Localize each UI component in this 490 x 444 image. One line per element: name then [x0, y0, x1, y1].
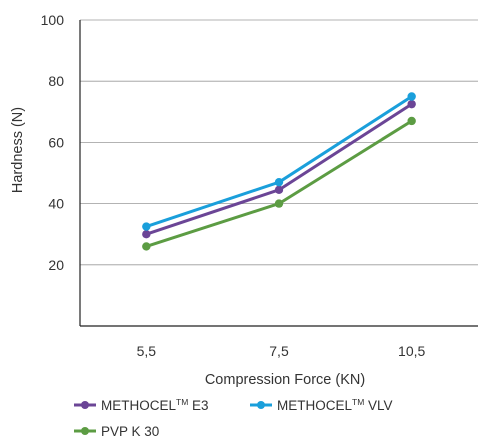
legend-label: PVP K 30 [101, 424, 159, 439]
legend-swatch-marker [257, 401, 265, 409]
data-point [142, 222, 151, 231]
series-2 [142, 92, 416, 231]
y-tick-labels: 20 40 60 80 100 [41, 12, 65, 273]
series-1 [142, 99, 416, 239]
x-tick-labels: 5,5 7,5 10,5 [137, 343, 426, 359]
y-tick-label: 40 [48, 196, 64, 212]
legend-label: METHOCELTM VLV [277, 397, 393, 413]
data-point [407, 99, 416, 109]
legend-label: METHOCELTM E3 [101, 397, 209, 413]
legend-item: PVP K 30 [74, 424, 159, 439]
y-axis-title: Hardness (N) [10, 107, 26, 193]
data-point [407, 116, 416, 126]
legend-item: METHOCELTM E3 [74, 397, 209, 413]
gridlines [80, 19, 478, 266]
data-point [407, 92, 416, 101]
data-point [274, 177, 284, 187]
x-tick-label: 10,5 [398, 343, 425, 359]
legend-item: METHOCELTM VLV [250, 397, 393, 413]
data-point [274, 185, 284, 195]
y-tick-label: 80 [48, 73, 64, 89]
data-point [274, 199, 284, 208]
series-3 [142, 116, 416, 251]
x-axis-title: Compression Force (KN) [205, 372, 365, 388]
data-point [142, 242, 151, 251]
series-lines [142, 92, 416, 251]
y-tick-label: 60 [48, 134, 64, 150]
legend: METHOCELTM E3 METHOCELTM VLV PVP K 30 [74, 397, 393, 439]
axes [79, 20, 478, 327]
x-tick-label: 7,5 [269, 343, 289, 359]
y-tick-label: 100 [41, 12, 65, 28]
data-point [142, 230, 151, 239]
y-tick-label: 20 [48, 257, 64, 273]
legend-swatch-marker [81, 427, 89, 435]
x-tick-label: 5,5 [137, 343, 157, 359]
legend-swatch-marker [81, 401, 89, 409]
